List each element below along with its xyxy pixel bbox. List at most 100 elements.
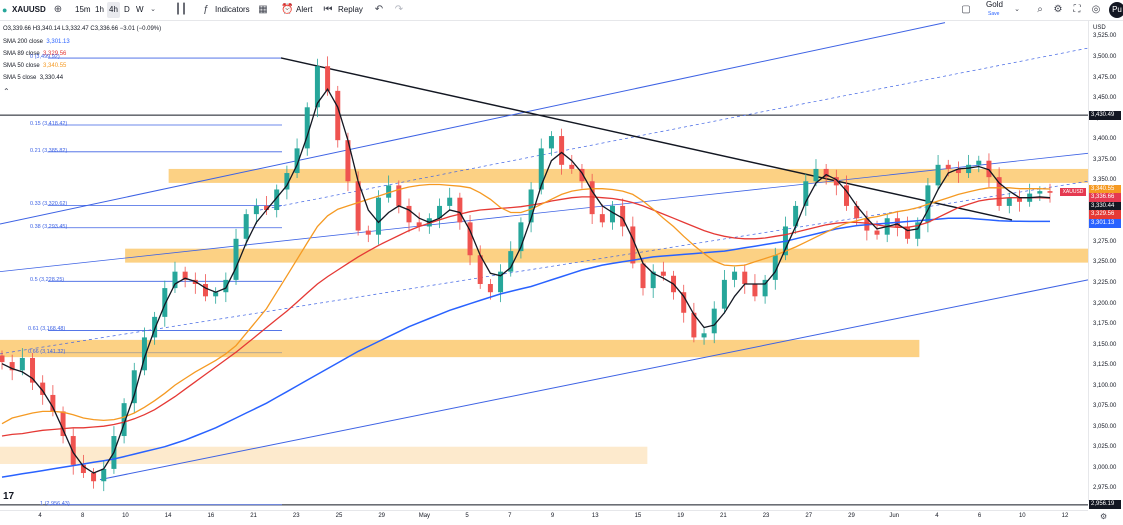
fib-level-label: 0.66 (3,141.32) xyxy=(28,348,66,355)
add-symbol-icon[interactable]: ⊕ xyxy=(53,4,63,15)
timeframe-15m[interactable]: 15m xyxy=(75,5,91,14)
alert-icon[interactable]: ⏰ xyxy=(281,4,294,15)
channel-lower-line xyxy=(99,279,1088,481)
chevron-down-icon[interactable]: ⌄ xyxy=(150,6,156,13)
time-tick-label: 14 xyxy=(164,513,172,519)
time-tick-label: 29 xyxy=(848,513,855,519)
quick-search-icon[interactable]: ⌕ xyxy=(1037,4,1043,15)
price-tick-label: 3,225.00 xyxy=(1093,279,1117,286)
candle-body xyxy=(50,394,56,412)
legend-sma200[interactable]: SMA 200 close 3,301.13 xyxy=(3,39,70,45)
legend-sma89-value: 3,329.56 xyxy=(43,51,67,57)
price-tick-label: 3,400.00 xyxy=(1093,136,1117,143)
tradingview-logo: 17 xyxy=(3,491,15,502)
timeframe-w[interactable]: W xyxy=(136,5,144,14)
candle-body xyxy=(487,283,493,293)
replay-icon[interactable]: ⏮ xyxy=(323,4,333,15)
indicators-button[interactable]: Indicators xyxy=(215,5,250,14)
timeframe-d[interactable]: D xyxy=(124,5,130,14)
camera-icon[interactable]: ◎ xyxy=(1091,4,1101,15)
price-axis[interactable]: 3,525.003,500.003,475.003,450.003,425.00… xyxy=(1088,21,1123,501)
candle-body xyxy=(813,168,819,182)
candle-body xyxy=(314,66,320,108)
fib-level-label: 1 (2,956.43) xyxy=(40,500,70,507)
candle-body xyxy=(905,226,911,239)
redo-icon[interactable]: ↷ xyxy=(394,4,404,15)
candle-body xyxy=(345,140,351,182)
channel-mid-line xyxy=(0,152,1088,273)
candle-body xyxy=(70,436,76,465)
candle-body xyxy=(874,230,880,235)
indicators-icon[interactable]: ƒ xyxy=(203,4,209,15)
candle-body xyxy=(335,90,341,141)
time-tick-label: May xyxy=(418,513,431,519)
symbol-search-button[interactable]: XAUUSD xyxy=(12,5,46,14)
price-chart[interactable] xyxy=(0,21,1088,510)
ohlc-readout: O3,339.66 H3,340.14 L3,332.47 C3,336.66 … xyxy=(3,26,162,32)
candle-body xyxy=(589,181,595,215)
price-tick-label: 3,075.00 xyxy=(1093,403,1117,410)
candles-icon[interactable]: ┃┃ xyxy=(175,4,188,15)
candle-body xyxy=(996,177,1002,206)
alert-button[interactable]: Alert xyxy=(296,5,313,14)
support-resistance-zone xyxy=(125,248,1088,263)
candle-body xyxy=(701,333,707,338)
time-tick-label: 4 xyxy=(38,513,42,519)
candle-body xyxy=(223,279,229,293)
legend-collapse-icon[interactable]: ⌃ xyxy=(3,87,10,96)
timeframe-4h[interactable]: 4h xyxy=(107,2,120,18)
candle-body xyxy=(528,189,534,223)
candle-body xyxy=(0,355,5,363)
layout-name[interactable]: Gold xyxy=(986,0,1003,9)
time-tick-label: 8 xyxy=(81,513,85,519)
price-tick-label: 2,975.00 xyxy=(1093,485,1117,492)
candle-body xyxy=(264,205,270,211)
save-button[interactable]: Save xyxy=(988,11,1000,17)
candle-body xyxy=(854,205,860,219)
top-toolbar: ● XAUUSD ⊕ 15m 1h 4h D W ⌄ ┃┃ ƒ Indicato… xyxy=(0,0,1123,21)
support-resistance-zone xyxy=(0,446,648,464)
time-tick-label: 29 xyxy=(378,513,385,519)
legend-sma50[interactable]: SMA 50 close 3,340.55 xyxy=(3,63,66,69)
fib-level-label: 0 (3,499.92) xyxy=(30,54,60,61)
undo-icon[interactable]: ↶ xyxy=(374,4,384,15)
price-tick-label: 3,250.00 xyxy=(1093,259,1117,266)
price-tick-label: 3,500.00 xyxy=(1093,53,1117,60)
candle-body xyxy=(202,283,208,297)
fullscreen-icon[interactable]: ⛶ xyxy=(1073,4,1081,15)
candle-body xyxy=(833,177,839,186)
settings-gear-icon[interactable]: ⚙ xyxy=(1053,4,1063,15)
layout-grid-icon[interactable]: ▦ xyxy=(258,4,268,15)
time-axis[interactable]: 4 8 10 14 16 21 23 25 29 May 5 7 9 13 15 19 21 23 27 29 Jun 4… xyxy=(0,510,1088,525)
candle-body xyxy=(823,168,829,178)
symbol-price-tag: XAUUSD xyxy=(1060,188,1086,197)
layout-square-icon[interactable]: ▢ xyxy=(961,4,971,15)
layout-chevron-icon[interactable]: ⌄ xyxy=(1014,6,1020,13)
candle-body xyxy=(406,205,412,223)
candle-body xyxy=(752,283,758,297)
candle-body xyxy=(365,230,371,235)
candle-body xyxy=(508,251,514,272)
candle-body xyxy=(416,222,422,227)
candle-body xyxy=(172,271,178,289)
candle-body xyxy=(559,136,565,165)
candle-body xyxy=(396,185,402,206)
price-tick-label: 3,525.00 xyxy=(1093,33,1117,40)
support-resistance-zone xyxy=(168,168,1088,183)
candle-body xyxy=(243,214,249,239)
legend-sma5[interactable]: SMA 5 close 3,330.44 xyxy=(3,75,63,81)
candle-body xyxy=(498,271,504,293)
candle-body xyxy=(691,312,697,338)
candle-body xyxy=(630,226,636,264)
candle-body xyxy=(355,181,361,231)
replay-button[interactable]: Replay xyxy=(338,5,363,14)
fib-level-label: 0.15 (3,418.42) xyxy=(30,121,68,128)
legend-sma89[interactable]: SMA 89 close 3,329.56 xyxy=(3,51,66,57)
candle-body xyxy=(609,205,615,223)
user-avatar[interactable]: Pu xyxy=(1109,2,1123,18)
candle-body xyxy=(1037,191,1043,194)
timeframe-1h[interactable]: 1h xyxy=(95,5,104,14)
time-tick-label: 13 xyxy=(591,513,599,519)
axis-settings-icon[interactable]: ⚙ xyxy=(1100,512,1108,521)
candle-body xyxy=(467,222,473,256)
